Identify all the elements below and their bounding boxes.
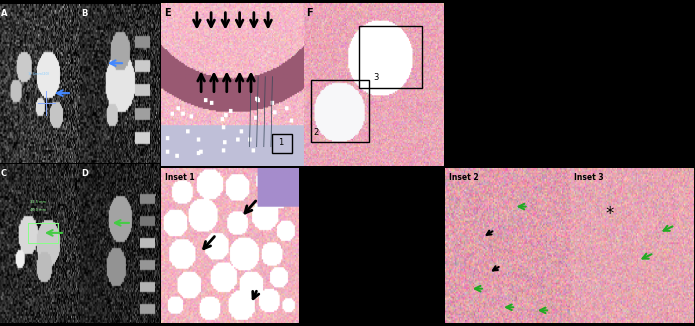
Bar: [311, 80, 369, 142]
Text: 1: 1: [278, 138, 284, 147]
Text: 32.5 mm: 32.5 mm: [30, 200, 46, 204]
Text: F: F: [306, 8, 313, 18]
Text: Inset 2: Inset 2: [448, 172, 478, 182]
Text: Inset 1: Inset 1: [165, 172, 195, 182]
Text: *: *: [605, 205, 614, 223]
Text: C: C: [1, 169, 7, 178]
Text: 3: 3: [373, 72, 379, 82]
Text: D: D: [81, 169, 88, 178]
Bar: [359, 26, 422, 88]
Bar: [272, 134, 293, 153]
Text: E: E: [164, 8, 171, 18]
Text: 2: 2: [313, 128, 319, 137]
Text: A: A: [1, 9, 8, 18]
Text: B: B: [81, 9, 88, 18]
Text: Inset 3: Inset 3: [573, 172, 603, 182]
Text: 15.4mm(20): 15.4mm(20): [28, 72, 50, 76]
Text: 40.0 mm: 40.0 mm: [30, 208, 46, 212]
